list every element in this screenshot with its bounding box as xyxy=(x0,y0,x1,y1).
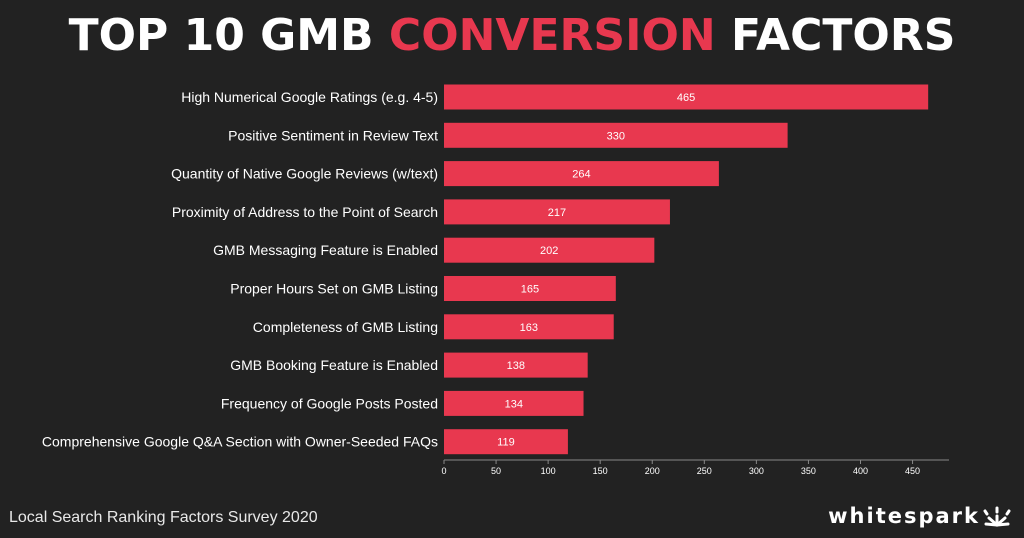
bar xyxy=(444,199,670,225)
brand-logo: whitespark xyxy=(828,494,1012,528)
data-label: 134 xyxy=(505,398,523,410)
x-tick-label: 150 xyxy=(593,466,608,476)
x-tick-label: 200 xyxy=(645,466,660,476)
data-label: 119 xyxy=(497,437,515,449)
chart-title: TOP 10 GMB CONVERSION FACTORS xyxy=(0,8,1024,64)
bar xyxy=(444,122,788,148)
category-label: Proximity of Address to the Point of Sea… xyxy=(172,204,438,220)
x-tick-label: 250 xyxy=(697,466,712,476)
category-label: Positive Sentiment in Review Text xyxy=(228,127,438,143)
x-tick-label: 350 xyxy=(801,466,816,476)
source-caption: Local Search Ranking Factors Survey 2020 xyxy=(9,509,318,526)
bar xyxy=(444,161,719,187)
x-tick-label: 100 xyxy=(541,466,556,476)
category-label: GMB Messaging Feature is Enabled xyxy=(213,242,438,258)
bar xyxy=(444,314,614,340)
title-part-1: TOP 10 GMB xyxy=(68,10,374,61)
data-label: 202 xyxy=(540,245,558,257)
category-label: GMB Booking Feature is Enabled xyxy=(230,357,438,373)
data-label: 138 xyxy=(507,360,525,372)
data-label: 330 xyxy=(607,130,625,142)
bar xyxy=(444,390,584,416)
data-label: 465 xyxy=(677,92,695,104)
category-label: Quantity of Native Google Reviews (w/tex… xyxy=(171,166,438,182)
bar xyxy=(444,352,588,378)
category-label: High Numerical Google Ratings (e.g. 4-5) xyxy=(181,89,438,105)
title-accent: CONVERSION xyxy=(388,10,716,61)
category-label: Completeness of GMB Listing xyxy=(253,319,438,335)
data-label: 165 xyxy=(521,284,539,296)
x-tick-label: 300 xyxy=(749,466,764,476)
category-label: Proper Hours Set on GMB Listing xyxy=(230,281,438,297)
x-tick-label: 400 xyxy=(853,466,868,476)
bar xyxy=(444,84,929,110)
x-tick-label: 450 xyxy=(905,466,920,476)
bar xyxy=(444,429,568,455)
bar xyxy=(444,237,655,263)
title-part-2: FACTORS xyxy=(731,10,956,61)
data-label: 217 xyxy=(548,207,566,219)
category-label: Comprehensive Google Q&A Section with Ow… xyxy=(42,434,438,450)
data-label: 163 xyxy=(520,322,538,334)
x-tick-label: 0 xyxy=(441,466,446,476)
data-label: 264 xyxy=(572,169,590,181)
bar xyxy=(444,276,616,301)
x-tick-label: 50 xyxy=(491,466,501,476)
category-label: Frequency of Google Posts Posted xyxy=(221,395,438,411)
sparkle-burst-icon xyxy=(983,506,1011,527)
brand-name: whitespark xyxy=(828,504,980,528)
